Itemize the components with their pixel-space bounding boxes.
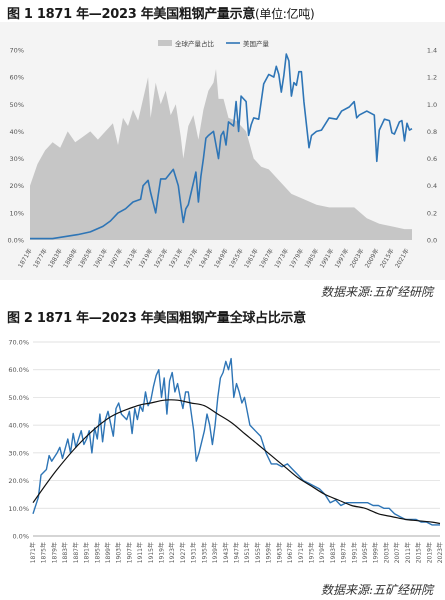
x-tick-label: 1891年 <box>83 542 91 563</box>
y-left-tick-label: 70% <box>10 47 24 55</box>
figure1-svg: 0.0% 10% 20% 30% 40% 50% 60% 70% 0.0 0.2 0.4 0.6 0.8… <box>7 39 437 269</box>
figure2-title: 图 2 1871 年—2023 年美国粗钢产量全球占比示意 <box>7 311 306 326</box>
x-tick-label: 2021年 <box>393 247 411 269</box>
legend-swatch-share <box>158 40 172 46</box>
y-tick-label: 0.0% <box>12 533 29 541</box>
x-tick-label: 2007年 <box>393 542 401 563</box>
x-tick-label: 1915年 <box>147 542 155 563</box>
trend-curve <box>32 399 441 525</box>
x-tick-label: 1943年 <box>222 542 230 563</box>
x-tick-label: 1931年 <box>190 542 198 563</box>
figure1-source: 数据来源:五矿经研院 <box>320 285 433 299</box>
y-right-tick-label: 0.6 <box>427 155 437 163</box>
y-right-tick-label: 1.0 <box>427 101 437 109</box>
y-tick-label: 20.0% <box>8 477 29 485</box>
x-tick-label: 1923年 <box>168 542 176 563</box>
x-tick-label: 2011年 <box>404 542 412 563</box>
us-production-line <box>30 53 413 240</box>
figure1-title-text: 图 1 1871 年—2023 年美国粗钢产量示意 <box>7 7 256 22</box>
x-tick-label: 1983年 <box>329 542 337 563</box>
x-tick-label: 1903年 <box>115 542 123 563</box>
legend-label-us: 美国产量 <box>243 39 270 48</box>
x-tick-label: 1987年 <box>340 542 348 563</box>
y-left-tick-label: 50% <box>10 101 24 109</box>
share-area-series <box>30 69 412 240</box>
figure2-chart: 0.0% 10.0% 20.0% 30.0% 40.0% 50.0% 60.0% 70.0% 1… <box>0 328 445 578</box>
y-right-tick-label: 1.2 <box>427 74 437 82</box>
y-right-tick-label: 0.4 <box>427 182 437 190</box>
y-right-tick-label: 1.4 <box>427 47 437 55</box>
x-tick-label: 1895年 <box>93 542 101 563</box>
y-right-tick-label: 0.0 <box>427 237 437 245</box>
y-right-tick-label: 0.2 <box>427 209 437 217</box>
x-tick-label: 1919年 <box>158 542 166 563</box>
x-tick-label: 1907年 <box>125 542 133 563</box>
y-right-tick-label: 0.8 <box>427 128 437 136</box>
x-tick-label: 1871年 <box>29 542 37 563</box>
x-tick-label: 1995年 <box>361 542 369 563</box>
y-left-tick-label: 0.0% <box>7 237 24 245</box>
x-tick-label: 1971年 <box>297 542 305 563</box>
x-tick-label: 1951年 <box>243 542 251 563</box>
x-tick-label: 2019年 <box>425 542 433 563</box>
x-tick-label: 1991年 <box>350 542 358 563</box>
y-tick-label: 40.0% <box>8 422 29 430</box>
x-tick-label: 1955年 <box>254 542 262 563</box>
x-tick-label: 1947年 <box>233 542 241 563</box>
figure1-unit: (单位:亿吨) <box>255 7 315 21</box>
y-tick-label: 10.0% <box>8 505 29 513</box>
x-tick-label: 1959年 <box>265 542 273 563</box>
figure2-svg: 0.0% 10.0% 20.0% 30.0% 40.0% 50.0% 60.0% 70.0% 1… <box>8 339 444 564</box>
x-tick-label: 2003年 <box>382 542 390 563</box>
x-tick-label: 1899年 <box>104 542 112 563</box>
y-tick-label: 50.0% <box>8 394 29 402</box>
y-left-tick-label: 60% <box>10 74 24 82</box>
y-left-tick-label: 40% <box>10 128 24 136</box>
x-tick-label: 2023年 <box>436 542 444 563</box>
y-tick-label: 30.0% <box>8 449 29 457</box>
x-tick-label: 1927年 <box>179 542 187 563</box>
x-tick-label: 2015年 <box>415 542 423 563</box>
legend-label-share: 全球产量占比 <box>175 39 215 48</box>
x-tick-label: 1879年 <box>50 542 58 563</box>
x-tick-label: 1975年 <box>307 542 315 563</box>
y-left-tick-label: 20% <box>10 182 24 190</box>
x-tick-label: 1935年 <box>200 542 208 563</box>
x-tick-label: 1939年 <box>211 542 219 563</box>
x-tick-label: 1883年 <box>61 542 69 563</box>
x-tick-label: 1963年 <box>275 542 283 563</box>
y-left-tick-label: 30% <box>10 155 24 163</box>
x-tick-label: 1979年 <box>318 542 326 563</box>
x-tick-label: 1875年 <box>40 542 48 563</box>
y-tick-label: 60.0% <box>8 366 29 374</box>
y-left-tick-label: 10% <box>10 209 24 217</box>
figure1-title: 图 1 1871 年—2023 年美国粗钢产量示意(单位:亿吨) <box>7 3 315 22</box>
global-share-line <box>32 357 440 526</box>
figure1-chart: 0.0% 10% 20% 30% 40% 50% 60% 70% 0.0 0.2 0.4 0.6 0.8… <box>0 22 445 280</box>
x-tick-label: 1887年 <box>72 542 80 563</box>
figure2-source: 数据来源:五矿经研院 <box>320 583 433 597</box>
x-tick-label: 1967年 <box>286 542 294 563</box>
y-tick-label: 70.0% <box>8 339 29 347</box>
x-tick-label: 1999年 <box>372 542 380 563</box>
x-tick-label: 1911年 <box>136 542 144 563</box>
